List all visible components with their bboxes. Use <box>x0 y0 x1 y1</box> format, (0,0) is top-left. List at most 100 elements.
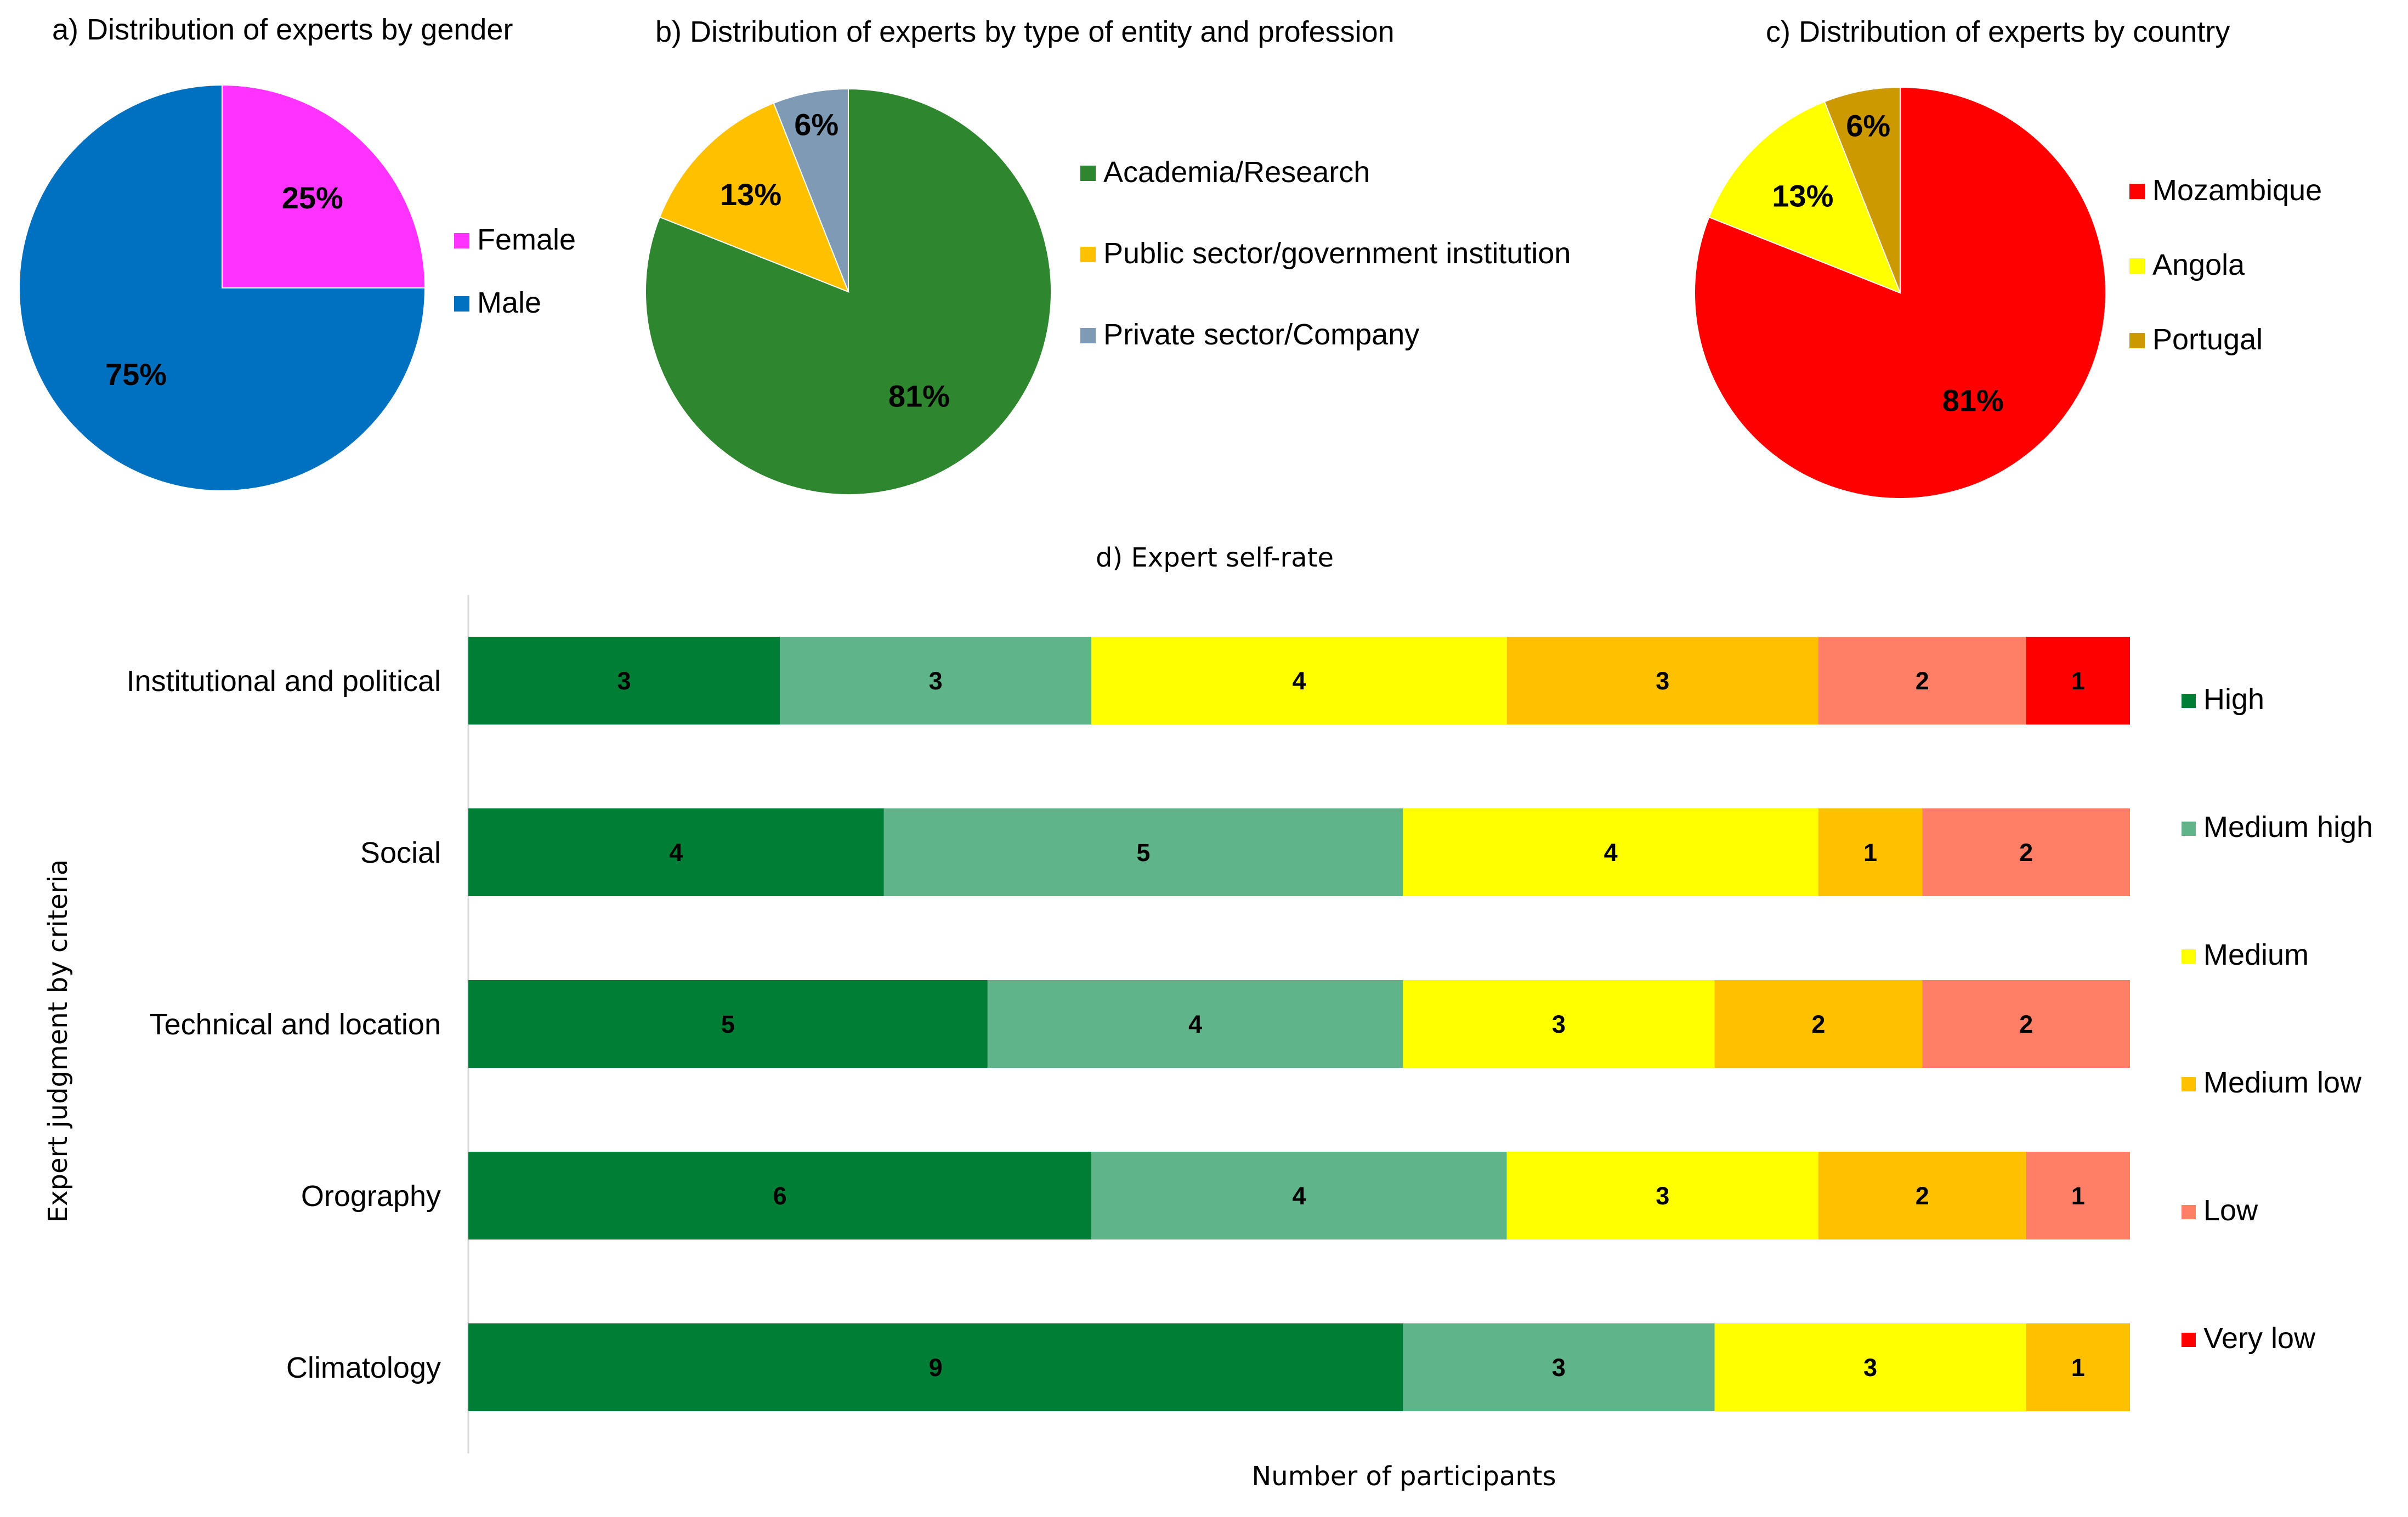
bar-segment-orography-medium-low <box>1818 1152 2026 1239</box>
pie-gender: a) Distribution of experts by gender 25%… <box>19 13 576 491</box>
bar-value-technical-and-location-medium-low: 2 <box>1811 1010 1825 1038</box>
pie-gender-legend: Female Male <box>454 223 576 319</box>
pie-country-labels: 81% 13% 6% <box>1772 108 2004 417</box>
pie-entity: b) Distribution of experts by type of en… <box>645 15 1571 495</box>
pie-country: c) Distribution of experts by country 81… <box>1694 15 2322 499</box>
bar-value-orography-medium-high: 4 <box>1292 1182 1306 1210</box>
pie-entity-legend-label-private-sector-company: Private sector/Company <box>1103 318 1419 351</box>
bar-segment-social-low <box>1922 808 2130 896</box>
pie-gender-title: a) Distribution of experts by gender <box>52 13 513 46</box>
pie-entity-legend-swatch-academia-research <box>1080 166 1096 181</box>
bar-legend-swatch-medium-high <box>2182 822 2196 836</box>
pie-entity-legend-swatch-private-sector-company <box>1080 328 1096 343</box>
pie-country-slice-angola <box>1708 101 1901 294</box>
bar-title: d) Expert self-rate <box>1096 542 1334 573</box>
bar-segment-technical-and-location-medium-high <box>987 980 1403 1068</box>
bar-value-technical-and-location-medium-high: 4 <box>1188 1010 1202 1038</box>
pie-gender-legend-label-male: Male <box>477 286 541 319</box>
pie-entity-pct-academia-research: 81% <box>888 379 950 414</box>
bar-value-climatology-high: 9 <box>929 1354 943 1382</box>
bar-legend-label-medium: Medium <box>2203 938 2309 971</box>
pie-gender-legend-swatch-female <box>454 233 469 248</box>
pie-entity-slice-private-sector-company <box>773 88 849 292</box>
bar-value-institutional-and-political-medium: 4 <box>1292 667 1306 695</box>
bar-value-technical-and-location-low: 2 <box>2019 1010 2033 1038</box>
bar-value-institutional-and-political-very-low: 1 <box>2071 667 2085 695</box>
pie-country-legend-swatch-portugal <box>2129 333 2145 348</box>
pie-gender-slice-female <box>222 84 426 288</box>
bar-category-climatology: Climatology <box>286 1351 441 1384</box>
bar-legend-swatch-very-low <box>2182 1333 2196 1347</box>
bar-value-technical-and-location-high: 5 <box>721 1010 735 1038</box>
pie-country-legend: Mozambique Angola Portugal <box>2129 174 2322 356</box>
bar-segment-social-medium <box>1403 808 1818 896</box>
pie-entity-slice-public-sector-government-institution <box>659 102 849 293</box>
bar-segment-institutional-and-political-very-low <box>2026 637 2130 724</box>
pie-entity-legend-swatch-public-sector-government-institution <box>1080 247 1096 262</box>
bar-segment-climatology-medium-high <box>1403 1323 1715 1411</box>
bar-value-technical-and-location-medium: 3 <box>1552 1010 1566 1038</box>
bar-value-social-high: 4 <box>669 839 683 867</box>
bar-value-institutional-and-political-medium-low: 3 <box>1656 667 1669 695</box>
pie-country-slice-portugal <box>1823 86 1901 293</box>
bar-segment-orography-high <box>468 1152 1092 1239</box>
bar-category-labels: Institutional and political Social Technic… <box>127 665 441 1384</box>
pie-entity-title: b) Distribution of experts by type of en… <box>655 15 1395 48</box>
bar-legend-swatch-low <box>2182 1205 2196 1219</box>
bar-segment-institutional-and-political-medium-low <box>1506 637 1818 724</box>
pie-gender-legend-swatch-male <box>454 296 469 312</box>
bar-segment-social-high <box>468 808 884 896</box>
pie-country-pct-angola: 13% <box>1772 178 1833 213</box>
bar-segment-social-medium-high <box>883 808 1403 896</box>
bar-value-orography-low: 1 <box>2071 1182 2085 1210</box>
bar-segment-orography-medium <box>1506 1152 1818 1239</box>
pie-entity-slices <box>645 88 1052 495</box>
bar-segment-technical-and-location-high <box>468 980 988 1068</box>
bar-value-social-medium-high: 5 <box>1136 839 1150 867</box>
bar-segment-climatology-high <box>468 1323 1403 1411</box>
bar-self-rate: d) Expert self-rate 3 3 4 3 2 1 4 5 4 1 2 5 4 3 2 2 6 4 3 2… <box>43 542 2373 1492</box>
bar-value-social-low: 2 <box>2019 839 2033 867</box>
pie-gender-slice-male <box>19 84 426 491</box>
pie-country-pct-portugal: 6% <box>1846 108 1890 143</box>
bar-segments <box>468 637 2130 1411</box>
bar-legend-label-very-low: Very low <box>2203 1322 2316 1355</box>
bar-value-social-medium: 4 <box>1604 839 1618 867</box>
bar-legend: High Medium high Medium Medium low Low Very l… <box>2182 683 2373 1355</box>
bar-legend-label-medium-low: Medium low <box>2203 1066 2362 1099</box>
pie-gender-labels: 25% 75% <box>105 180 343 392</box>
bar-value-social-medium-low: 1 <box>1863 839 1877 867</box>
pie-country-title: c) Distribution of experts by country <box>1766 15 2230 48</box>
bar-value-institutional-and-political-medium-high: 3 <box>929 667 943 695</box>
bar-value-labels: 3 3 4 3 2 1 4 5 4 1 2 5 4 3 2 2 6 4 3 2 1 9 3 3 1 <box>617 667 2085 1382</box>
bar-value-climatology-medium: 3 <box>1863 1354 1877 1382</box>
bar-segment-climatology-medium-low <box>2026 1323 2130 1411</box>
pie-entity-legend-label-academia-research: Academia/Research <box>1103 156 1370 189</box>
bar-segment-technical-and-location-low <box>1922 980 2130 1068</box>
pie-country-legend-label-portugal: Portugal <box>2152 323 2263 356</box>
pie-country-legend-label-angola: Angola <box>2152 248 2245 281</box>
bar-x-axis-label: Number of participants <box>1251 1461 1556 1492</box>
bar-category-institutional-and-political: Institutional and political <box>127 665 441 698</box>
bar-segment-orography-medium-high <box>1091 1152 1507 1239</box>
pie-country-pct-mozambique: 81% <box>1942 383 2004 417</box>
pie-country-legend-swatch-angola <box>2129 258 2145 274</box>
pie-entity-pct-public-sector-government-institution: 13% <box>720 177 781 212</box>
bar-value-orography-high: 6 <box>773 1182 787 1210</box>
pie-gender-legend-label-female: Female <box>477 223 576 256</box>
pie-country-slice-mozambique <box>1694 86 2106 499</box>
pie-entity-labels: 81% 13% 6% <box>720 107 950 414</box>
bar-legend-swatch-high <box>2182 694 2196 708</box>
bar-legend-label-low: Low <box>2203 1194 2258 1227</box>
bar-segment-technical-and-location-medium <box>1403 980 1715 1068</box>
pie-country-legend-swatch-mozambique <box>2129 184 2145 199</box>
bar-legend-swatch-medium <box>2182 949 2196 964</box>
bar-value-institutional-and-political-low: 2 <box>1916 667 1929 695</box>
pie-gender-slices <box>19 84 426 491</box>
bar-legend-label-high: High <box>2203 683 2264 716</box>
pie-country-slices <box>1694 86 2106 499</box>
bar-category-social: Social <box>360 836 441 869</box>
bar-segment-institutional-and-political-medium-high <box>780 637 1092 724</box>
bar-category-technical-and-location: Technical and location <box>150 1008 441 1041</box>
